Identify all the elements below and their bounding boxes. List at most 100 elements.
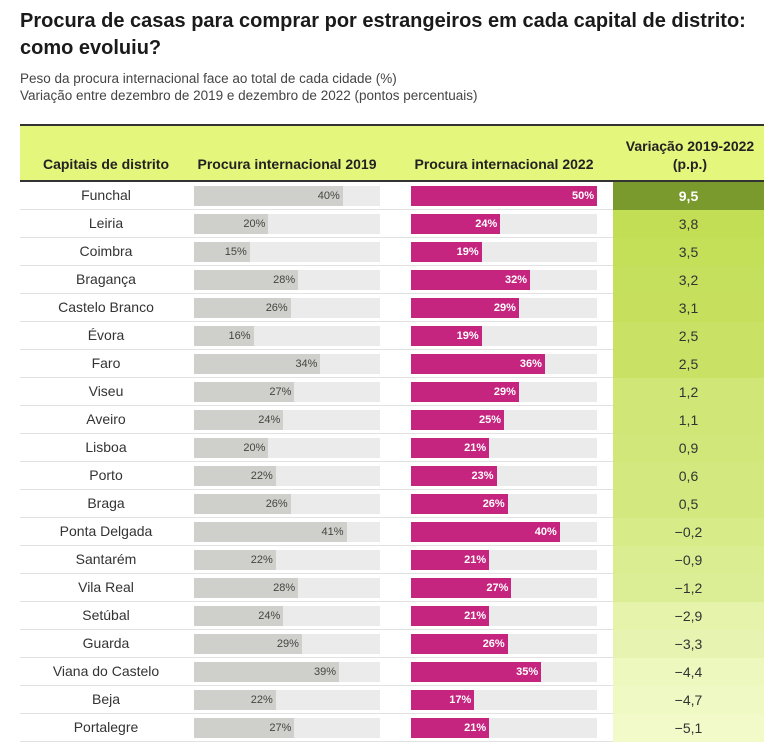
table-row: Ponta Delgada 41% 40% −0,2	[20, 518, 764, 546]
city-name: Évora	[87, 327, 125, 343]
bar-track-2022: 23%	[411, 466, 597, 486]
header-variation: Variação 2019-2022 (p.p.)	[625, 138, 755, 172]
bar-2019: 22%	[194, 690, 276, 710]
table-row: Leiria 20% 24% 3,8	[20, 210, 764, 238]
bar-track-2022: 27%	[411, 578, 597, 598]
bar-2019: 41%	[194, 522, 347, 542]
data-table: Capitais de distrito Procura internacion…	[20, 124, 764, 744]
city-name: Funchal	[81, 187, 131, 203]
table-row: Lisboa 20% 21% 0,9	[20, 434, 764, 462]
bar-2019: 26%	[194, 298, 291, 318]
bar-track-2022: 21%	[411, 718, 597, 738]
bar-track-2019: 41%	[194, 522, 380, 542]
bar-track-2022: 21%	[411, 606, 597, 626]
bar-track-2019: 34%	[194, 354, 380, 374]
city-name: Ponta Delgada	[59, 523, 153, 539]
bar-track-2019: 28%	[194, 578, 380, 598]
variation-value: 2,5	[613, 322, 764, 350]
variation-value: −5,1	[613, 714, 764, 742]
variation-value: 0,9	[613, 434, 764, 462]
bar-2022: 40%	[411, 522, 560, 542]
bar-track-2022: 26%	[411, 494, 597, 514]
bar-2019: 24%	[194, 606, 284, 626]
bar-2022: 24%	[411, 214, 501, 234]
bar-track-2022: 26%	[411, 634, 597, 654]
variation-value: −0,2	[613, 518, 764, 546]
bar-2019: 16%	[194, 326, 254, 346]
subtitle-line-2: Variação entre dezembro de 2019 e dezemb…	[20, 88, 478, 103]
variation-value: 3,5	[613, 238, 764, 266]
bar-track-2022: 24%	[411, 214, 597, 234]
bar-2022: 36%	[411, 354, 545, 374]
bar-2022: 17%	[411, 690, 475, 710]
table-row: Évora 16% 19% 2,5	[20, 322, 764, 350]
bar-2019: 40%	[194, 186, 343, 206]
bar-2022: 26%	[411, 634, 508, 654]
city-name: Faro	[91, 355, 121, 371]
bar-2022: 29%	[411, 298, 519, 318]
bar-2019: 29%	[194, 634, 302, 654]
city-name: Guarda	[82, 635, 130, 651]
header-2019: Procura internacional 2019	[197, 156, 377, 172]
chart-title: Procura de casas para comprar por estran…	[20, 10, 746, 59]
table-row: Setúbal 24% 21% −2,9	[20, 602, 764, 630]
table-row: Santarém 22% 21% −0,9	[20, 546, 764, 574]
bar-2019: 20%	[194, 214, 269, 234]
bar-track-2019: 24%	[194, 606, 380, 626]
table-row: Aveiro 24% 25% 1,1	[20, 406, 764, 434]
city-name: Porto	[89, 467, 123, 483]
bar-track-2019: 16%	[194, 326, 380, 346]
city-name: Braga	[87, 495, 125, 511]
city-name: Vila Real	[78, 579, 134, 595]
table-row: Viana do Castelo 39% 35% −4,4	[20, 658, 764, 686]
bar-track-2019: 27%	[194, 718, 380, 738]
variation-value: −0,9	[613, 546, 764, 574]
variation-value: 3,1	[613, 294, 764, 322]
city-name: Setúbal	[82, 607, 130, 623]
variation-value: 1,1	[613, 406, 764, 434]
bar-2019: 22%	[194, 466, 276, 486]
bar-track-2022: 32%	[411, 270, 597, 290]
variation-value: 0,6	[613, 462, 764, 490]
variation-value: 0,5	[613, 490, 764, 518]
table-row: Guarda 29% 26% −3,3	[20, 630, 764, 658]
variation-value: −2,9	[613, 602, 764, 630]
variation-value: 2,5	[613, 350, 764, 378]
bar-2022: 21%	[411, 718, 490, 738]
bar-2022: 21%	[411, 606, 490, 626]
bar-track-2019: 26%	[194, 494, 380, 514]
city-name: Viana do Castelo	[52, 663, 160, 679]
city-name: Castelo Branco	[58, 299, 154, 315]
variation-value: 9,5	[613, 182, 764, 210]
variation-value: −3,3	[613, 630, 764, 658]
bar-track-2022: 40%	[411, 522, 597, 542]
header-city: Capitais de distrito	[42, 156, 170, 172]
bar-track-2019: 26%	[194, 298, 380, 318]
bar-2022: 35%	[411, 662, 542, 682]
bar-2022: 26%	[411, 494, 508, 514]
bar-track-2019: 27%	[194, 382, 380, 402]
table-header: Capitais de distrito Procura internacion…	[20, 124, 764, 182]
table-row: Funchal 40% 50% 9,5	[20, 182, 764, 210]
bar-track-2022: 29%	[411, 298, 597, 318]
bar-2019: 20%	[194, 438, 269, 458]
bar-track-2022: 19%	[411, 242, 597, 262]
bar-track-2019: 20%	[194, 438, 380, 458]
bar-track-2022: 21%	[411, 550, 597, 570]
header-2022: Procura internacional 2022	[414, 156, 594, 172]
bar-track-2019: 22%	[194, 690, 380, 710]
bar-2019: 28%	[194, 578, 299, 598]
chart-subtitle: Peso da procura internacional face ao to…	[20, 70, 760, 104]
bar-2019: 28%	[194, 270, 299, 290]
table-row: Portalegre 27% 21% −5,1	[20, 714, 764, 742]
variation-value: −4,4	[613, 658, 764, 686]
bar-2022: 29%	[411, 382, 519, 402]
bar-2019: 27%	[194, 382, 295, 402]
bar-2022: 21%	[411, 438, 490, 458]
bar-track-2022: 17%	[411, 690, 597, 710]
variation-value: 3,8	[613, 210, 764, 238]
city-name: Portalegre	[73, 719, 139, 735]
table-row: Porto 22% 23% 0,6	[20, 462, 764, 490]
bar-2019: 15%	[194, 242, 250, 262]
bar-track-2019: 28%	[194, 270, 380, 290]
